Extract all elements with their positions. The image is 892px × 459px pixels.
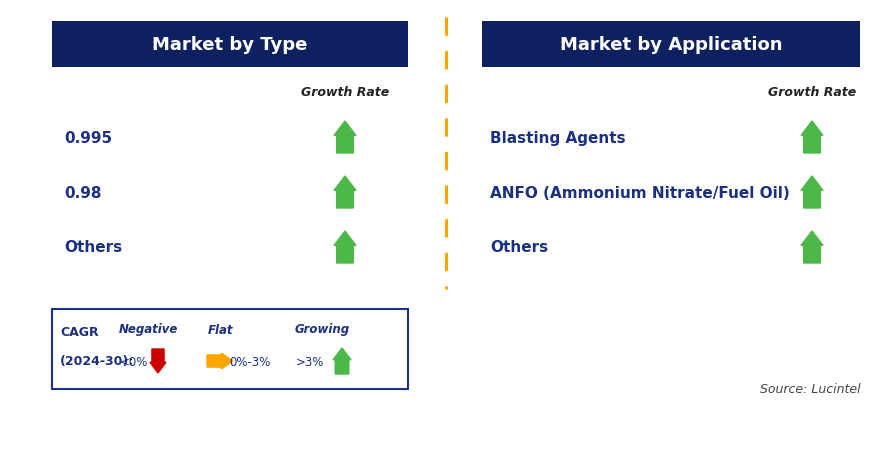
Polygon shape (207, 353, 233, 369)
Text: CAGR: CAGR (60, 325, 99, 338)
Polygon shape (334, 177, 356, 208)
Polygon shape (801, 122, 823, 154)
Polygon shape (334, 122, 356, 154)
Text: Growth Rate: Growth Rate (768, 85, 856, 98)
Text: Others: Others (64, 240, 122, 255)
Text: Growing: Growing (294, 323, 350, 336)
Text: Blasting Agents: Blasting Agents (490, 130, 625, 145)
FancyBboxPatch shape (52, 309, 408, 389)
Text: Source: Lucintel: Source: Lucintel (760, 383, 860, 396)
Polygon shape (150, 349, 166, 373)
Polygon shape (801, 177, 823, 208)
Text: 0.995: 0.995 (64, 130, 112, 145)
Text: Market by Type: Market by Type (153, 36, 308, 54)
Polygon shape (334, 231, 356, 263)
FancyBboxPatch shape (52, 22, 408, 68)
Text: Others: Others (490, 240, 548, 255)
Text: Negative: Negative (119, 323, 178, 336)
Text: Growth Rate: Growth Rate (301, 85, 389, 98)
Polygon shape (801, 231, 823, 263)
Text: 0.98: 0.98 (64, 185, 102, 200)
Text: Flat: Flat (207, 323, 233, 336)
Polygon shape (333, 348, 351, 374)
Text: >3%: >3% (296, 355, 324, 368)
Text: <0%: <0% (120, 355, 148, 368)
Text: ANFO (Ammonium Nitrate/Fuel Oil): ANFO (Ammonium Nitrate/Fuel Oil) (490, 185, 789, 200)
Text: (2024-30):: (2024-30): (60, 355, 135, 368)
Text: Market by Application: Market by Application (560, 36, 782, 54)
FancyBboxPatch shape (482, 22, 860, 68)
Text: 0%-3%: 0%-3% (229, 355, 270, 368)
